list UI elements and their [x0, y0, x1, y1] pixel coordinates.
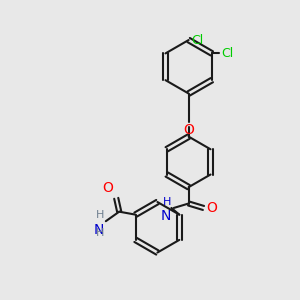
Text: Cl: Cl	[192, 34, 204, 46]
Text: O: O	[206, 201, 217, 215]
Text: H: H	[163, 197, 171, 207]
Text: H: H	[96, 228, 104, 238]
Text: N: N	[161, 209, 171, 223]
Text: O: O	[102, 181, 113, 195]
Text: O: O	[183, 123, 194, 137]
Text: N: N	[94, 223, 104, 237]
Text: Cl: Cl	[221, 47, 234, 60]
Text: H: H	[96, 210, 104, 220]
